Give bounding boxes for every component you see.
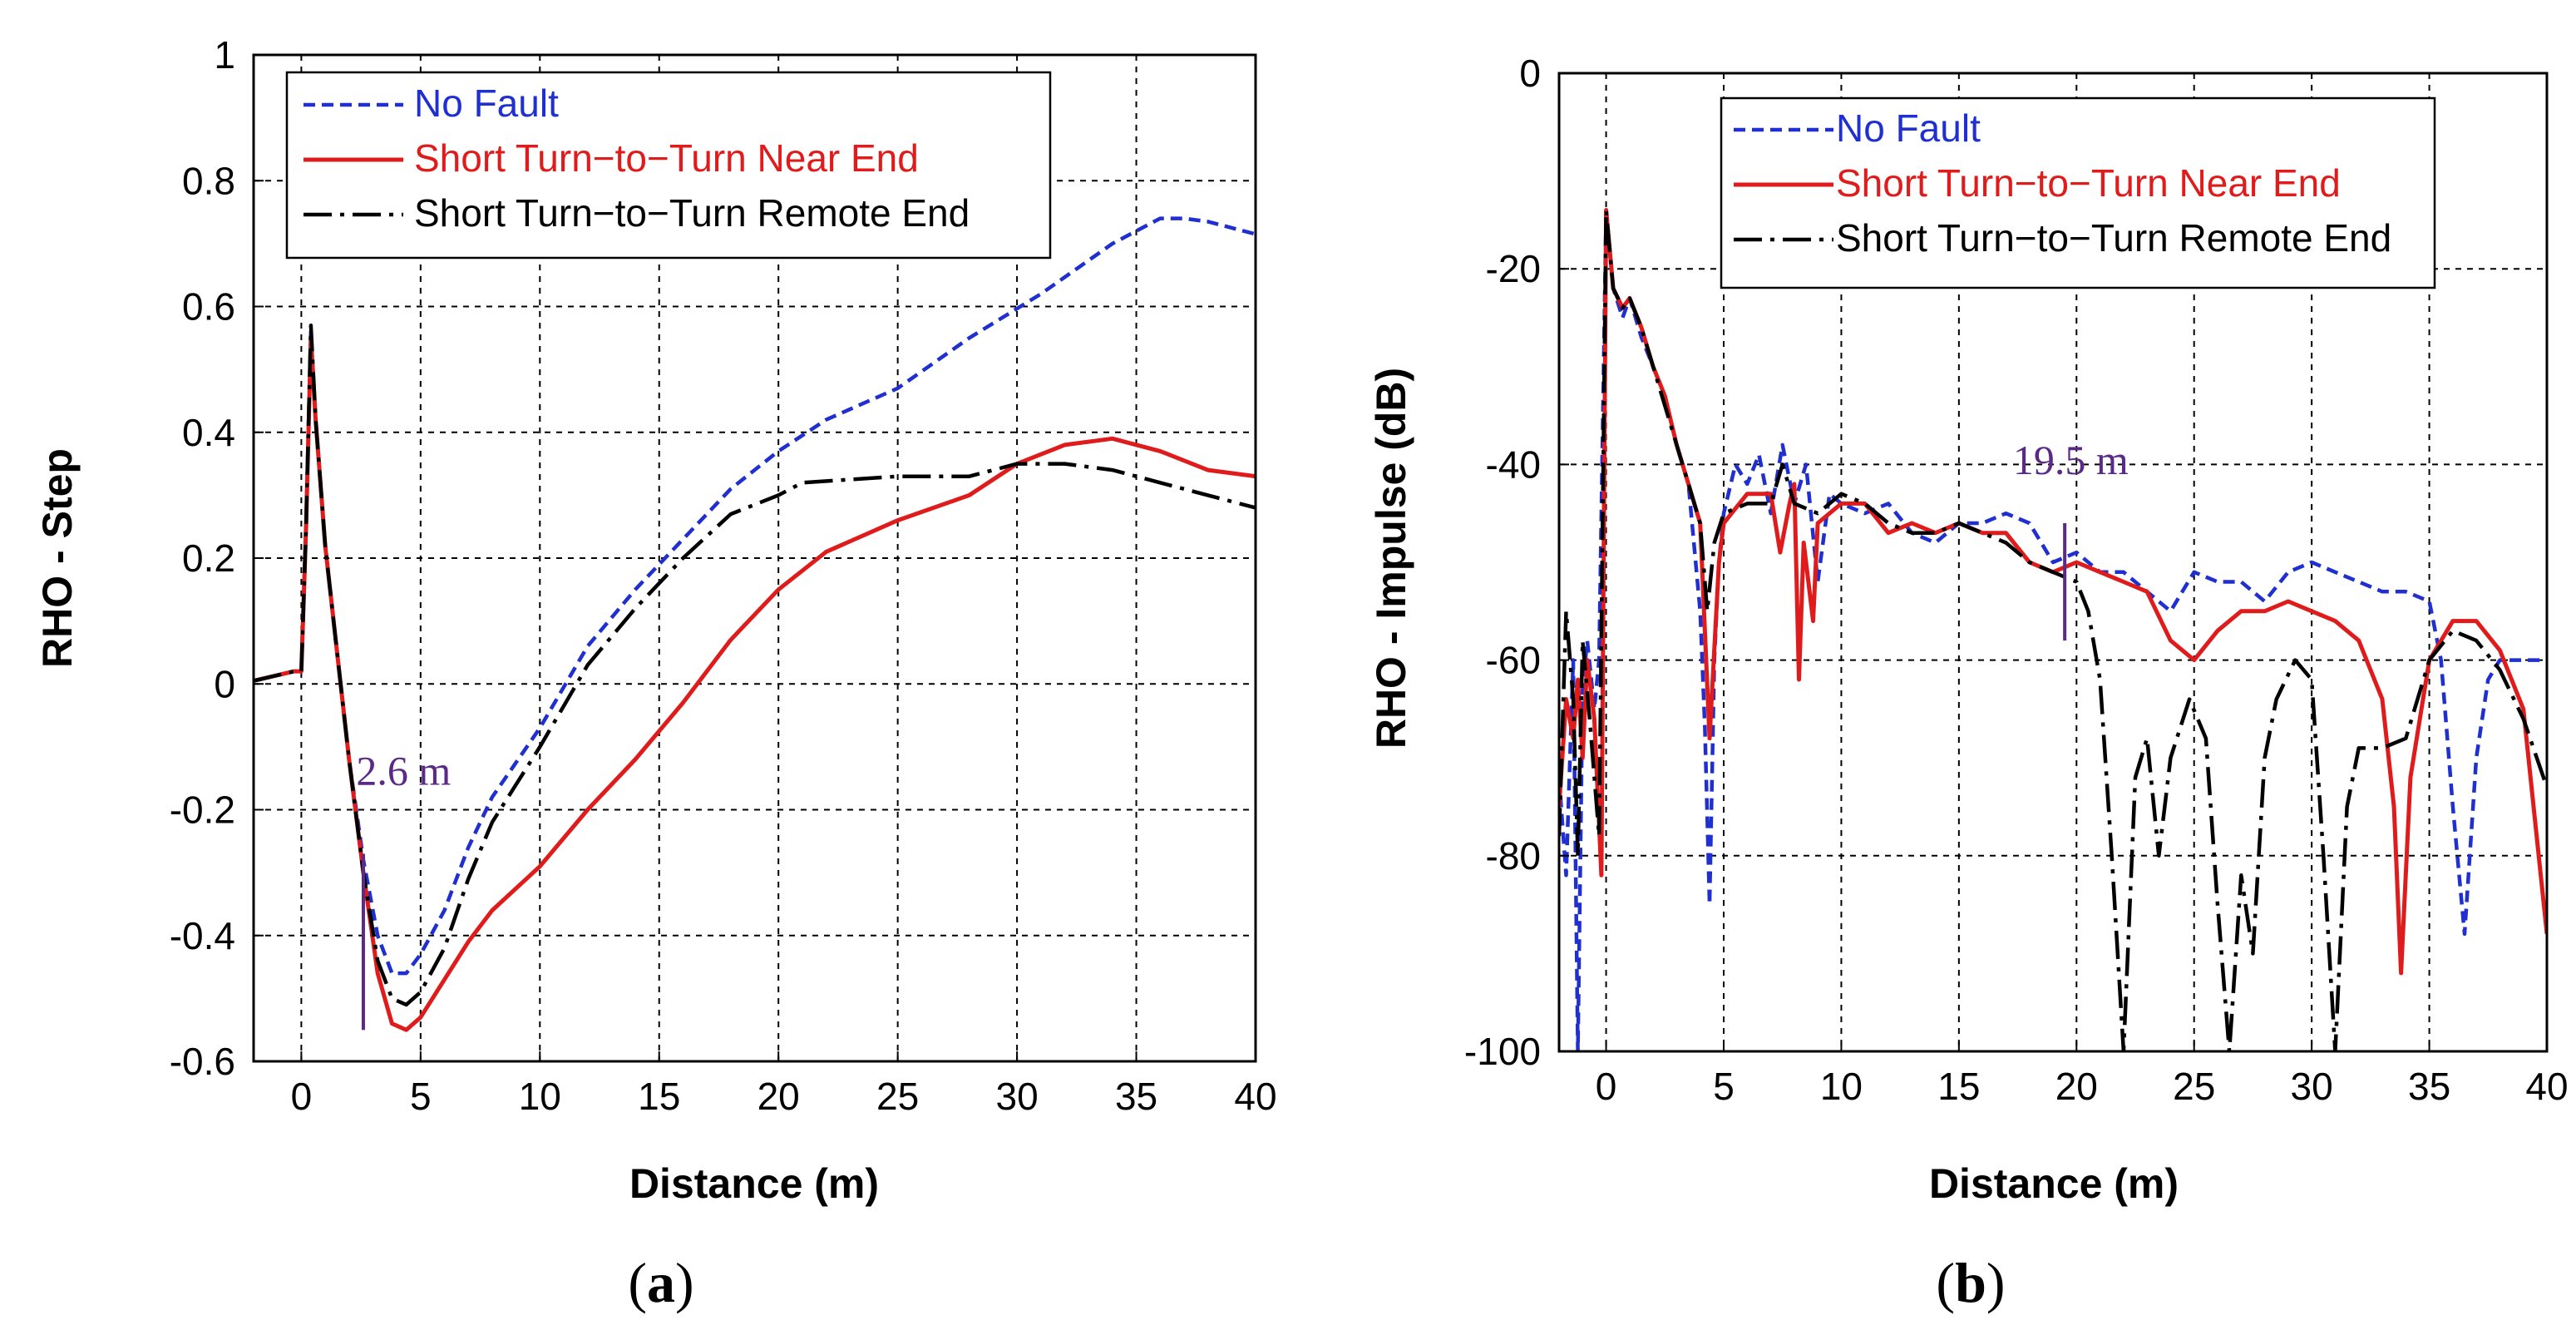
chart-a-xtick-label: 15 (638, 1075, 680, 1118)
chart-b-ytick-label: -80 (1486, 834, 1541, 878)
chart-b-ytick-label: -40 (1486, 442, 1541, 486)
chart-b-y-ticks: -100 -80 -60 -40 -20 0 (1464, 52, 1569, 1073)
chart-b-legend: No Fault Short Turn−to−Turn Near End Short… (1720, 96, 2436, 289)
chart-b-caption: (b) (1936, 1251, 2005, 1314)
chart-a-ytick-label: -0.6 (170, 1040, 235, 1083)
chart-a-caption: (a) (628, 1251, 693, 1314)
chart-b-xtick-label: 5 (1713, 1065, 1735, 1108)
chart-b-xtick-label: 10 (1820, 1065, 1863, 1108)
chart-a-caption-letter: a (647, 1251, 675, 1314)
chart-b-legend-label-0: No Fault (1836, 106, 1981, 150)
chart-a-xtick-label: 25 (876, 1075, 919, 1118)
chart-a-ytick-label: -0.4 (170, 914, 235, 957)
chart-b: 19.5 m 0 5 10 15 20 25 30 35 40 -100 -80 -60 -40 -20… (1368, 52, 2569, 1314)
chart-b-series-2 (1559, 208, 2547, 1051)
chart-a-annotation: 2.6 m (356, 747, 451, 1031)
chart-b-series (1559, 208, 2547, 1051)
chart-b-xtick-label: 25 (2173, 1065, 2215, 1108)
chart-a-xtick-label: 40 (1234, 1075, 1276, 1118)
chart-a-ytick-label: -0.2 (170, 789, 235, 832)
chart-a-xtick-label: 10 (519, 1075, 561, 1118)
chart-a-xtick-label: 20 (758, 1075, 800, 1118)
chart-b-legend-label-1: Short Turn−to−Turn Near End (1836, 161, 2341, 205)
chart-a-legend-label-1: Short Turn−to−Turn Near End (414, 136, 919, 180)
chart-a-ytick-label: 1 (214, 33, 235, 77)
chart-a-series-2 (254, 323, 1256, 1007)
chart-b-ytick-label: -20 (1486, 247, 1541, 290)
chart-a-series-0 (254, 216, 1256, 976)
chart-b-frame (1557, 72, 2549, 1053)
chart-b-xlabel: Distance (m) (1929, 1160, 2179, 1207)
chart-a-ytick-label: 0.4 (182, 411, 235, 454)
chart-b-xtick-label: 40 (2525, 1065, 2568, 1108)
chart-b-annotation-text: 19.5 m (2013, 437, 2129, 483)
chart-b-ytick-label: -60 (1486, 639, 1541, 682)
chart-a-series (254, 216, 1256, 1032)
chart-a-legend: No Fault Short Turn−to−Turn Near End Short… (285, 71, 1052, 260)
chart-a-ytick-label: 0.2 (182, 536, 235, 580)
chart-a-legend-label-0: No Fault (414, 82, 559, 125)
chart-a: 2.6 m 0 5 10 15 20 25 30 35 40 -0.6 -0.4 -0.2 0 0.2 0… (34, 33, 1277, 1314)
chart-a-annotation-text: 2.6 m (356, 747, 451, 794)
chart-b-ytick-label: 0 (1519, 52, 1541, 95)
chart-b-annotation: 19.5 m (2013, 437, 2129, 641)
chart-b-series-1 (1559, 208, 2547, 976)
chart-b-legend-label-2: Short Turn−to−Turn Remote End (1836, 216, 2391, 260)
chart-a-ytick-label: 0 (214, 662, 235, 705)
chart-b-x-ticks: 0 5 10 15 20 25 30 35 40 (1596, 1041, 2569, 1108)
chart-a-ytick-label: 0.8 (182, 159, 235, 202)
chart-b-xtick-label: 0 (1596, 1065, 1617, 1108)
chart-a-xtick-label: 30 (996, 1075, 1039, 1118)
chart-a-y-ticks: -0.6 -0.4 -0.2 0 0.2 0.4 0.6 0.8 1 (170, 33, 264, 1083)
chart-b-legend-box (1720, 96, 2436, 289)
chart-a-xtick-label: 0 (291, 1075, 313, 1118)
chart-b-xtick-label: 15 (1937, 1065, 1980, 1108)
chart-b-caption-letter: b (1955, 1251, 1986, 1314)
chart-b-ylabel: RHO - Impulse (dB) (1368, 368, 1414, 749)
chart-a-ylabel: RHO - Step (34, 448, 81, 668)
chart-a-xtick-label: 5 (410, 1075, 432, 1118)
chart-a-ytick-label: 0.6 (182, 285, 235, 329)
chart-b-ytick-label: -100 (1464, 1030, 1541, 1073)
chart-a-xlabel: Distance (m) (629, 1160, 879, 1207)
chart-a-legend-box (285, 71, 1052, 260)
chart-a-legend-label-2: Short Turn−to−Turn Remote End (414, 191, 970, 235)
chart-b-xtick-label: 20 (2055, 1065, 2098, 1108)
chart-b-xtick-label: 35 (2408, 1065, 2450, 1108)
chart-b-xtick-label: 30 (2291, 1065, 2333, 1108)
chart-a-x-ticks: 0 5 10 15 20 25 30 35 40 (291, 1051, 1277, 1118)
chart-a-xtick-label: 35 (1115, 1075, 1157, 1118)
chart-b-series-0 (1559, 208, 2547, 1051)
